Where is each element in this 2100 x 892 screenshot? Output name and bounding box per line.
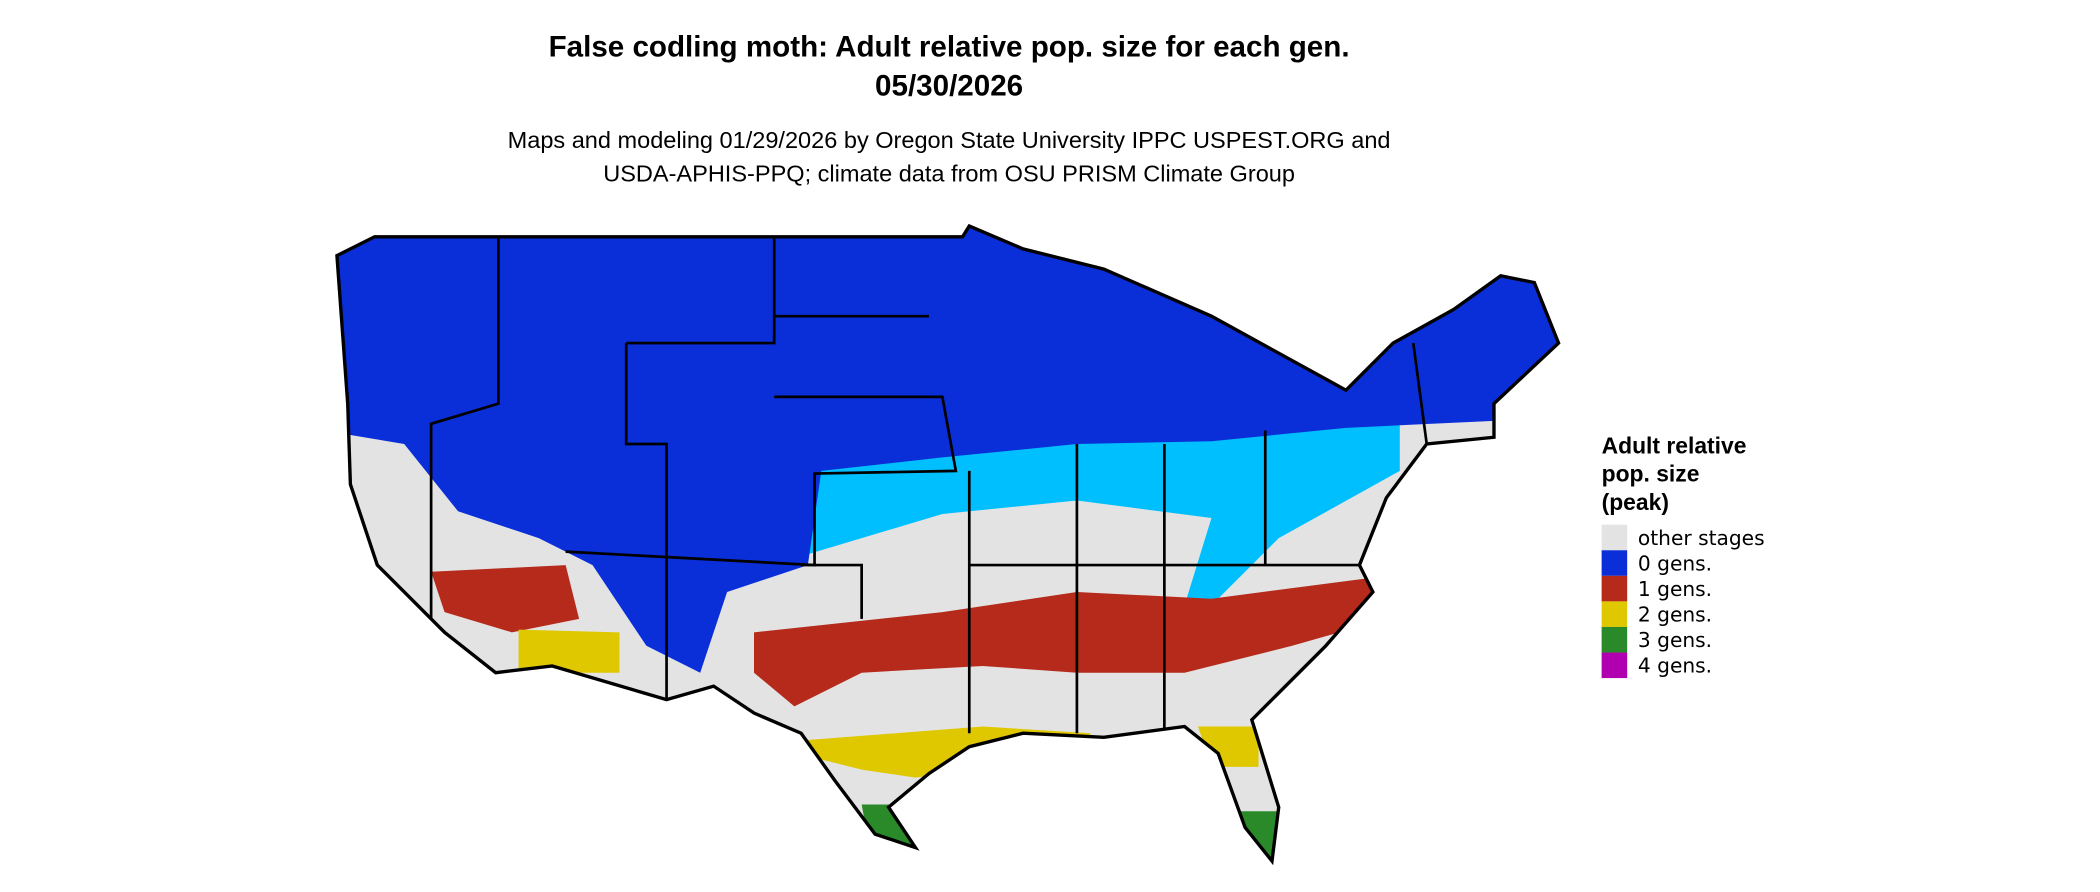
legend: Adult relative pop. size (peak) other st… xyxy=(1601,432,1765,679)
legend-title: pop. size xyxy=(1602,461,1700,487)
legend-swatch xyxy=(1601,524,1628,551)
legend-label: 0 gens. xyxy=(1638,551,1712,575)
map-region xyxy=(431,565,580,633)
legend-title: (peak) xyxy=(1602,489,1669,515)
legend-label: 3 gens. xyxy=(1638,628,1712,652)
subtitle: USDA-APHIS-PPQ; climate data from OSU PR… xyxy=(603,161,1295,187)
subtitle: Maps and modeling 01/29/2026 by Oregon S… xyxy=(508,127,1391,153)
legend-swatch xyxy=(1601,550,1628,576)
map-region xyxy=(754,575,1387,707)
map-region xyxy=(518,629,620,673)
legend-label: 2 gens. xyxy=(1638,603,1712,627)
legend-swatch xyxy=(1601,626,1628,653)
legend-swatch xyxy=(1601,652,1628,679)
legend-label: 4 gens. xyxy=(1638,654,1712,678)
legend-label: 1 gens. xyxy=(1638,577,1712,601)
date: 05/30/2026 xyxy=(875,70,1023,103)
legend-swatch xyxy=(1601,601,1628,627)
legend-title: Adult relative xyxy=(1602,432,1747,458)
legend-swatch xyxy=(1601,575,1628,602)
title: False codling moth: Adult relative pop. … xyxy=(549,31,1350,64)
map xyxy=(336,226,1559,862)
legend-label: other stages xyxy=(1638,526,1765,550)
